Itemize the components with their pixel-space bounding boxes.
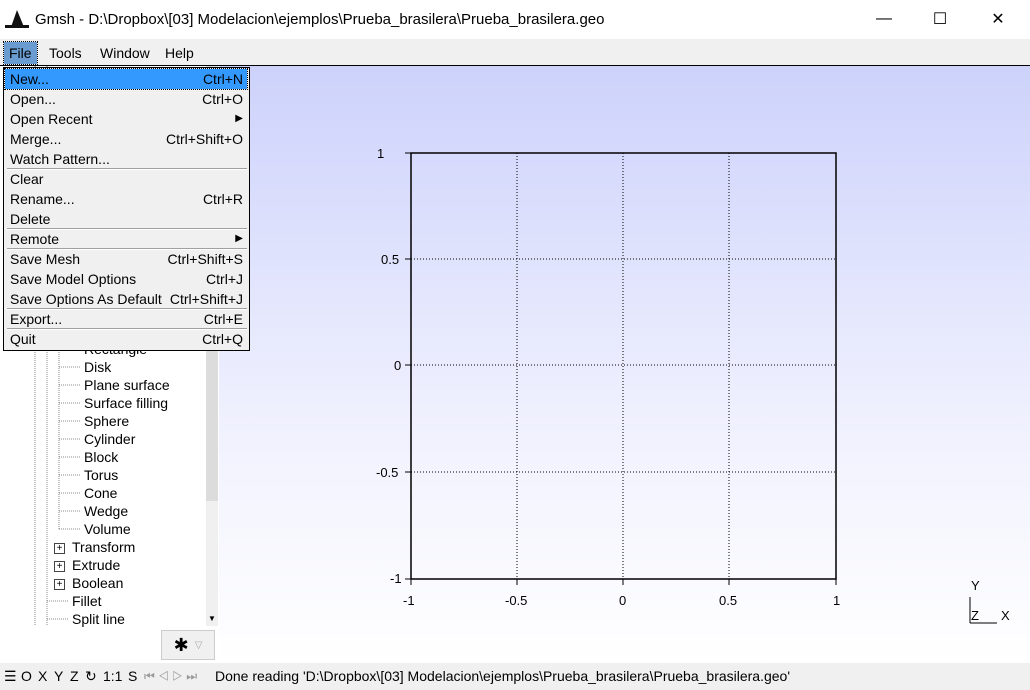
- menu-item-delete[interactable]: Delete: [10, 211, 51, 227]
- status-bar: ☰ O X Y Z ↻ 1:1 S ⏮ ◁ ▷ ⏭ Done reading '…: [0, 663, 1030, 690]
- status-message: Done reading 'D:\Dropbox\[03] Modelacion…: [215, 668, 791, 684]
- tree-item-extrude[interactable]: Extrude: [72, 557, 121, 573]
- menu-item-open-recent[interactable]: Open Recent ▶: [10, 111, 243, 127]
- menu-item-quit[interactable]: Quit Ctrl+Q: [10, 331, 243, 347]
- x-tick-label: 0.5: [719, 593, 738, 608]
- chevron-down-icon: ▽: [194, 639, 203, 651]
- tree-item-cone[interactable]: Cone: [84, 485, 118, 501]
- menu-item-open[interactable]: Open... Ctrl+O: [10, 91, 243, 107]
- tick-marks: [405, 152, 837, 585]
- tree-item-torus[interactable]: Torus: [84, 467, 119, 483]
- minimize-button[interactable]: —: [876, 10, 892, 27]
- menu-separator: [7, 228, 247, 230]
- tree-item-disk[interactable]: Disk: [84, 359, 112, 375]
- menu-item-clear[interactable]: Clear: [10, 171, 44, 187]
- playback-nav-icon[interactable]: ⏮ ◁ ▷ ⏭: [144, 669, 198, 683]
- expand-plus-icon[interactable]: +: [54, 543, 65, 554]
- expand-plus-icon[interactable]: +: [54, 561, 65, 572]
- tree-item-cylinder[interactable]: Cylinder: [84, 431, 136, 447]
- file-menu-dropdown: New... Ctrl+N Open... Ctrl+O Open Recent ▶ …: [3, 67, 250, 351]
- rotate-icon[interactable]: ↻: [85, 668, 97, 684]
- menu-item-export[interactable]: Export... Ctrl+E: [10, 311, 243, 327]
- x-tick-label: -1: [403, 593, 415, 608]
- tree-item-sphere[interactable]: Sphere: [84, 413, 130, 429]
- y-tick-label: 0: [394, 358, 402, 373]
- close-button[interactable]: ✕: [991, 11, 1005, 28]
- menu-item-save-model-options[interactable]: Save Model Options Ctrl+J: [10, 271, 243, 287]
- tree-item-fillet[interactable]: Fillet: [72, 593, 102, 609]
- menu-window[interactable]: Window: [100, 45, 150, 61]
- x-tick-label: 1: [833, 593, 841, 608]
- gear-icon: ✱: [173, 634, 189, 655]
- y-tick-label: -0.5: [376, 465, 399, 480]
- snapshot-button[interactable]: S: [128, 668, 138, 684]
- view-y-button[interactable]: Y: [54, 668, 64, 684]
- y-tick-label: 1: [377, 146, 385, 161]
- submenu-arrow-icon: ▶: [235, 233, 243, 244]
- maximize-button[interactable]: ☐: [932, 11, 948, 28]
- menu-toggle-icon[interactable]: ☰: [4, 668, 17, 684]
- axes-indicator: [969, 597, 997, 624]
- view-x-button[interactable]: X: [38, 668, 48, 684]
- menu-item-merge[interactable]: Merge... Ctrl+Shift+O: [10, 131, 243, 147]
- menu-bar: File Tools Window Help: [0, 39, 1030, 66]
- tree-item-transform[interactable]: Transform: [72, 539, 136, 555]
- menu-file[interactable]: File: [3, 41, 38, 65]
- submenu-arrow-icon: ▶: [235, 113, 243, 124]
- window-title: Gmsh - D:\Dropbox\[03] Modelacion\ejempl…: [35, 11, 605, 28]
- menu-item-save-mesh[interactable]: Save Mesh Ctrl+Shift+S: [10, 251, 243, 267]
- menu-tools[interactable]: Tools: [49, 45, 82, 61]
- menu-item-watch-pattern[interactable]: Watch Pattern...: [10, 151, 110, 167]
- view-z-button[interactable]: Z: [70, 668, 79, 684]
- view-o-button[interactable]: O: [21, 668, 32, 684]
- plot-svg: [405, 152, 997, 624]
- menu-separator: [7, 168, 247, 170]
- graphics-canvas[interactable]: 1 0.5 0 -0.5 -1 -1 -0.5 0 0.5 1 Y Z X: [219, 66, 1030, 663]
- expand-plus-icon[interactable]: +: [54, 579, 65, 590]
- tree-item-surface-filling[interactable]: Surface filling: [84, 395, 169, 411]
- tree-item-volume[interactable]: Volume: [84, 521, 131, 537]
- axis-z-label: Z: [971, 608, 979, 623]
- x-tick-label: -0.5: [505, 593, 528, 608]
- scroll-down-arrow-icon[interactable]: ▼: [208, 614, 216, 623]
- tree-item-boolean[interactable]: Boolean: [72, 575, 124, 591]
- tree-item-plane-surface[interactable]: Plane surface: [84, 377, 170, 393]
- menu-separator: [7, 248, 247, 250]
- menu-help[interactable]: Help: [165, 45, 194, 61]
- tree-item-block[interactable]: Block: [84, 449, 119, 465]
- menu-item-new[interactable]: New... Ctrl+N: [4, 68, 248, 90]
- menu-separator: [7, 308, 247, 310]
- axis-y-label: Y: [971, 578, 980, 593]
- settings-gear-button[interactable]: ✱ ▽: [161, 630, 215, 660]
- tree-item-wedge[interactable]: Wedge: [84, 503, 129, 519]
- menu-item-save-options-default[interactable]: Save Options As Default Ctrl+Shift+J: [10, 291, 243, 307]
- y-tick-label: -1: [390, 571, 402, 586]
- scale-button[interactable]: 1:1: [103, 668, 123, 684]
- grid-lines: [411, 153, 836, 579]
- menu-item-rename[interactable]: Rename... Ctrl+R: [10, 191, 243, 207]
- tree-item-split-line[interactable]: Split line: [72, 611, 125, 627]
- axis-x-label: X: [1001, 608, 1010, 623]
- menu-item-remote[interactable]: Remote ▶: [10, 231, 243, 247]
- title-bar: Gmsh - D:\Dropbox\[03] Modelacion\ejempl…: [0, 0, 1030, 38]
- x-tick-label: 0: [619, 593, 627, 608]
- menu-separator: [7, 328, 247, 330]
- y-tick-label: 0.5: [381, 252, 400, 267]
- gmsh-logo-icon: [5, 10, 29, 28]
